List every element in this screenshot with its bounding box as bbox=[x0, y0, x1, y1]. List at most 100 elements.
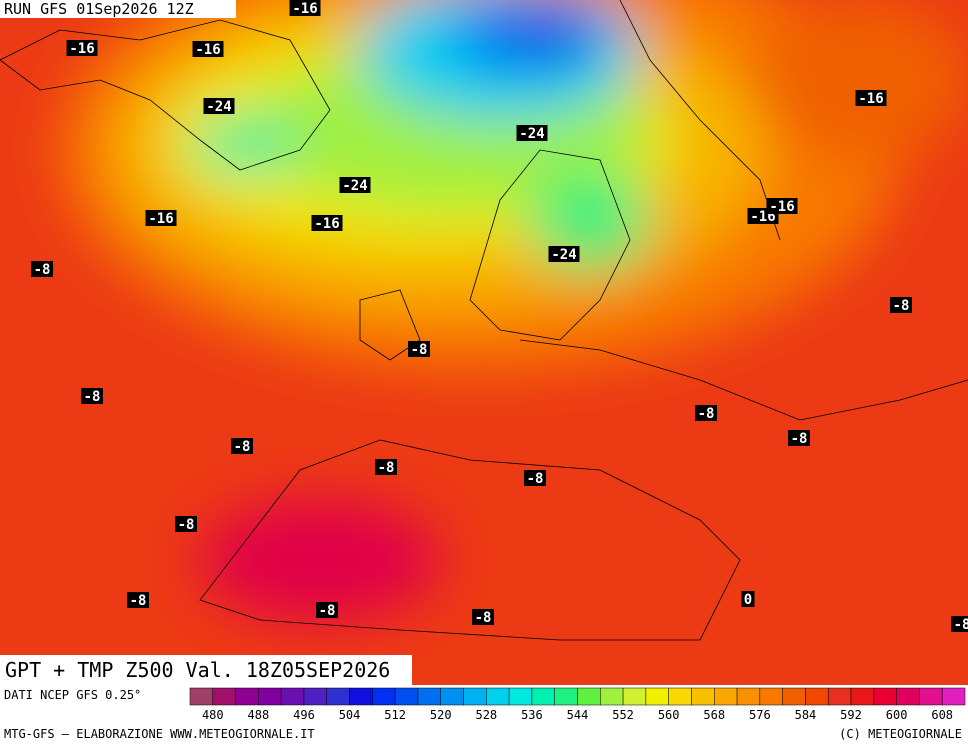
colorbar-label: 552 bbox=[612, 708, 634, 722]
colorbar-swatch bbox=[919, 687, 943, 706]
colorbar-swatch bbox=[691, 687, 715, 706]
colorbar-label: 560 bbox=[658, 708, 680, 722]
colorbar-label: 528 bbox=[475, 708, 497, 722]
colorbar-label: 608 bbox=[931, 708, 953, 722]
contour-label: 0 bbox=[744, 592, 752, 608]
run-label: RUN GFS 01Sep2026 12Z bbox=[4, 0, 194, 18]
colorbar-label: 568 bbox=[703, 708, 725, 722]
contour-label: -24 bbox=[551, 247, 576, 263]
colorbar-label: 584 bbox=[795, 708, 817, 722]
contour-label-box bbox=[855, 90, 887, 106]
contour-label: -8 bbox=[475, 610, 492, 626]
contour-label: -8 bbox=[954, 617, 968, 633]
colorbar-swatch bbox=[941, 687, 966, 706]
contour-label-box bbox=[66, 40, 98, 56]
contour-label: -16 bbox=[314, 216, 339, 232]
contour-label-box bbox=[375, 459, 397, 475]
colorbar-label: 600 bbox=[886, 708, 908, 722]
contour-label-box bbox=[31, 261, 53, 277]
contour-label: -8 bbox=[84, 389, 101, 405]
colorbar-swatch bbox=[258, 687, 282, 706]
colorbar-swatch bbox=[189, 687, 214, 706]
contour-label-box bbox=[81, 388, 103, 404]
colorbar-swatch bbox=[714, 687, 738, 706]
contour-label-box bbox=[311, 215, 343, 231]
contour-label-box bbox=[231, 438, 253, 454]
copyright-label: (C) METEOGIORNALE bbox=[839, 727, 962, 741]
colorbar-swatch bbox=[827, 687, 852, 706]
colorbar-swatch bbox=[577, 687, 601, 706]
colorbar-label: 480 bbox=[202, 708, 224, 722]
colorbar-label: 544 bbox=[567, 708, 589, 722]
colorbar-swatch bbox=[622, 687, 647, 706]
colorbar-swatch bbox=[417, 687, 441, 706]
colorbar-swatch bbox=[873, 687, 897, 706]
contour-label-box bbox=[548, 246, 580, 262]
colorbar-swatch bbox=[759, 687, 783, 706]
contour-label: -8 bbox=[234, 439, 251, 455]
contour-label: -16 bbox=[292, 1, 317, 17]
colorbar-swatch bbox=[896, 687, 920, 706]
colorbar-swatch bbox=[394, 687, 419, 706]
contour-label-box bbox=[890, 297, 912, 313]
colorbar-swatch bbox=[508, 687, 533, 706]
contour-label-box bbox=[316, 602, 338, 618]
contour-label: -8 bbox=[178, 517, 195, 533]
contour-label-box bbox=[524, 470, 546, 486]
colorbar-label: 512 bbox=[384, 708, 406, 722]
contour-label-box bbox=[695, 405, 717, 421]
colorbar-swatch bbox=[212, 687, 236, 706]
colorbar-swatch bbox=[531, 687, 555, 706]
contour-label: -8 bbox=[527, 471, 544, 487]
title-box bbox=[0, 655, 412, 685]
run-box bbox=[0, 0, 236, 18]
field bbox=[60, 0, 968, 620]
contour-label-box bbox=[203, 98, 235, 114]
contour-label: -24 bbox=[206, 99, 231, 115]
contour-label-box bbox=[175, 516, 197, 532]
colorbar-swatch bbox=[805, 687, 829, 706]
contour-label: -24 bbox=[342, 178, 367, 194]
map-title: GPT + TMP Z500 Val. 18Z05SEP2026 bbox=[5, 658, 390, 682]
contour-labels: -16-16 -16-16-16-16-16-16-24-24-24-24-8-8… bbox=[31, 0, 968, 633]
colorbar-label: 488 bbox=[248, 708, 270, 722]
contour-label-box bbox=[788, 430, 810, 446]
credit-label: MTG-GFS — ELABORAZIONE WWW.METEOGIORNALE… bbox=[4, 727, 315, 741]
colorbar-swatch bbox=[280, 687, 305, 706]
contour-label: -8 bbox=[893, 298, 910, 314]
contour-label: -16 bbox=[195, 42, 220, 58]
colorbar-swatch bbox=[463, 687, 487, 706]
colorbar-label: 576 bbox=[749, 708, 771, 722]
colorbar-swatch bbox=[440, 687, 464, 706]
contour-label-box bbox=[289, 0, 321, 16]
colorbar-label: 496 bbox=[293, 708, 315, 722]
source-label: DATI NCEP GFS 0.25° bbox=[4, 688, 141, 702]
colorbar-swatch bbox=[736, 687, 761, 706]
contour-label-box bbox=[741, 591, 755, 607]
colorbar-label: 504 bbox=[339, 708, 361, 722]
contour-label: -8 bbox=[698, 406, 715, 422]
coastlines bbox=[0, 0, 968, 641]
contour-label: -8 bbox=[378, 460, 395, 476]
colorbar: 480 488 496 504 512 520 528 536 544 552 560 568 576 5… bbox=[189, 687, 966, 722]
contour-label-box bbox=[766, 198, 798, 214]
colorbar-swatch bbox=[645, 687, 669, 706]
colorbar-label: 536 bbox=[521, 708, 543, 722]
colorbar-label: 520 bbox=[430, 708, 452, 722]
colorbar-swatch bbox=[668, 687, 692, 706]
colorbar-swatch bbox=[326, 687, 350, 706]
contour-label: -8 bbox=[791, 431, 808, 447]
colorbar-swatch bbox=[235, 687, 259, 706]
contour-label-box bbox=[127, 592, 149, 608]
contour-label-box bbox=[192, 41, 224, 57]
contour-label-box bbox=[339, 177, 371, 193]
contour-label-box bbox=[516, 125, 548, 141]
contour-label: -16 bbox=[858, 91, 883, 107]
colorbar-label: 592 bbox=[840, 708, 862, 722]
contour-label: -8 bbox=[319, 603, 336, 619]
colorbar-swatch bbox=[850, 687, 875, 706]
colorbar-swatch bbox=[372, 687, 396, 706]
colorbar-swatch bbox=[303, 687, 328, 706]
contour-label: -8 bbox=[34, 262, 51, 278]
